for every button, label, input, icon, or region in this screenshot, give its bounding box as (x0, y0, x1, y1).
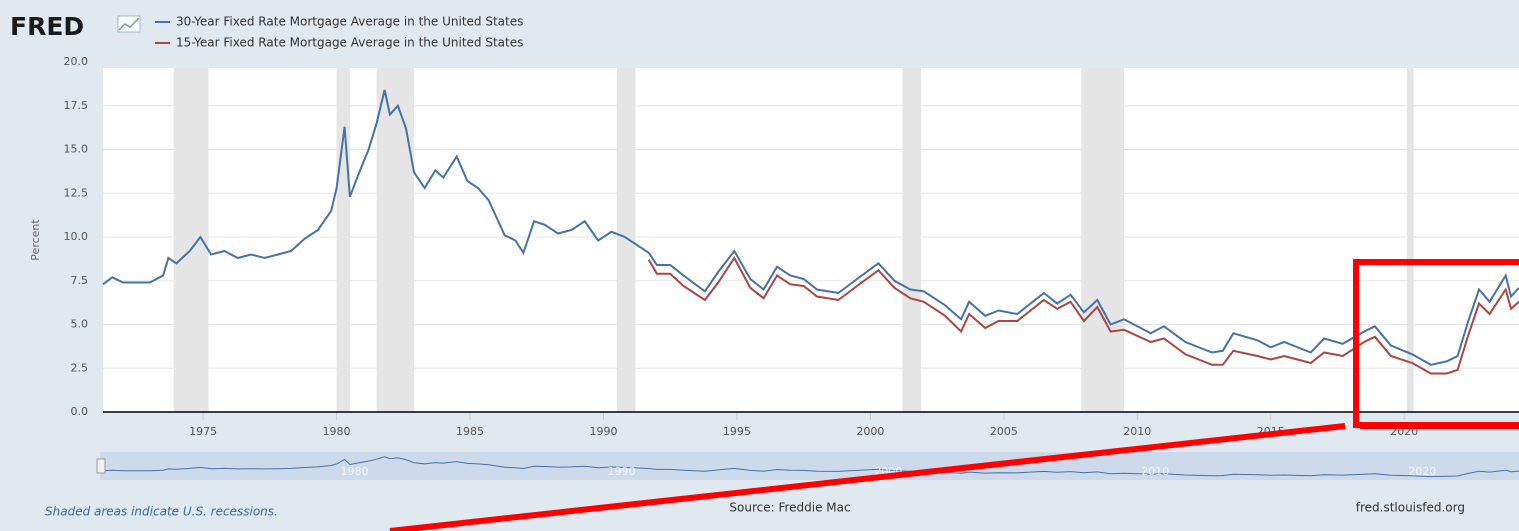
y-tick-label: 20.0 (64, 55, 89, 68)
y-axis-label: Percent (29, 219, 42, 261)
x-tick-label: 1975 (189, 425, 217, 438)
x-tick-label: 1985 (456, 425, 484, 438)
y-tick-label: 7.5 (71, 274, 89, 287)
source: Source: Freddie Mac (729, 501, 850, 515)
logo-icon (117, 15, 141, 33)
y-tick-label: 17.5 (64, 99, 89, 112)
x-tick-label: 2010 (1123, 425, 1151, 438)
y-tick-label: 2.5 (71, 361, 89, 374)
plot-area (103, 68, 1519, 412)
navigator-tick-label: 2010 (1141, 465, 1169, 478)
y-tick-label: 10.0 (64, 230, 89, 243)
x-tick-label: 2005 (990, 425, 1018, 438)
navigator-tick-label: 2020 (1408, 465, 1436, 478)
recession-band (1406, 68, 1414, 412)
x-tick-label: 1995 (723, 425, 751, 438)
navigator-handle[interactable] (96, 458, 106, 474)
recession-band (902, 68, 922, 412)
navigator-tick-label: 1990 (607, 465, 635, 478)
logo: FRED (10, 12, 84, 41)
x-tick-label: 1990 (589, 425, 617, 438)
site: fred.stlouisfed.org (1356, 501, 1465, 515)
recession-band (336, 68, 350, 412)
legend-label: 15-Year Fixed Rate Mortgage Average in t… (176, 36, 523, 50)
y-tick-label: 15.0 (64, 143, 89, 156)
recession-band (1081, 68, 1124, 412)
recession-note: Shaded areas indicate U.S. recessions. (45, 505, 278, 519)
legend-label: 30-Year Fixed Rate Mortgage Average in t… (176, 15, 523, 29)
x-tick-label: 1980 (323, 425, 351, 438)
navigator-line (102, 456, 1519, 478)
y-tick-label: 5.0 (71, 318, 89, 331)
y-tick-label: 12.5 (64, 186, 89, 199)
x-tick-label: 2000 (856, 425, 884, 438)
recession-band (616, 68, 636, 412)
navigator-tick-label: 1980 (341, 465, 369, 478)
annotation-line (389, 423, 1346, 531)
recession-band (376, 68, 414, 412)
series-line (102, 89, 1519, 366)
y-tick-label: 0.0 (71, 405, 89, 418)
series-line (647, 256, 1519, 375)
